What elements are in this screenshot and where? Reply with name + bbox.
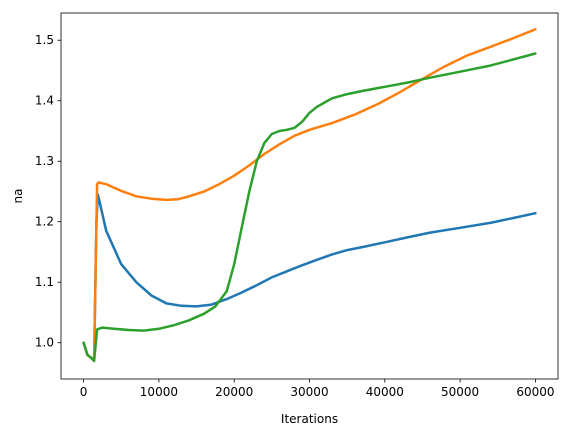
ticks-layer: 0 10000 20000 30000 40000 50000 60000 1.0 1.1 1.2… bbox=[35, 33, 555, 399]
x-axis-label: Iterations bbox=[281, 412, 338, 426]
y-axis-label: na bbox=[11, 189, 25, 204]
y-tick-label: 1.0 bbox=[35, 336, 54, 350]
y-tick-label: 1.2 bbox=[35, 215, 54, 229]
plot-frame bbox=[60, 12, 559, 380]
x-tick-label: 10000 bbox=[140, 385, 178, 399]
x-tick-label: 40000 bbox=[366, 385, 404, 399]
series-line-3 bbox=[82, 52, 537, 363]
series-layer bbox=[82, 28, 537, 363]
y-tick-label: 1.3 bbox=[35, 154, 54, 168]
x-tick-label: 50000 bbox=[441, 385, 479, 399]
x-tick-label: 30000 bbox=[290, 385, 328, 399]
y-tick-label: 1.5 bbox=[35, 33, 54, 47]
y-tick-label: 1.4 bbox=[35, 94, 54, 108]
x-tick-label: 0 bbox=[80, 385, 88, 399]
y-tick-label: 1.1 bbox=[35, 275, 54, 289]
x-tick-label: 60000 bbox=[516, 385, 554, 399]
x-tick-label: 20000 bbox=[215, 385, 253, 399]
